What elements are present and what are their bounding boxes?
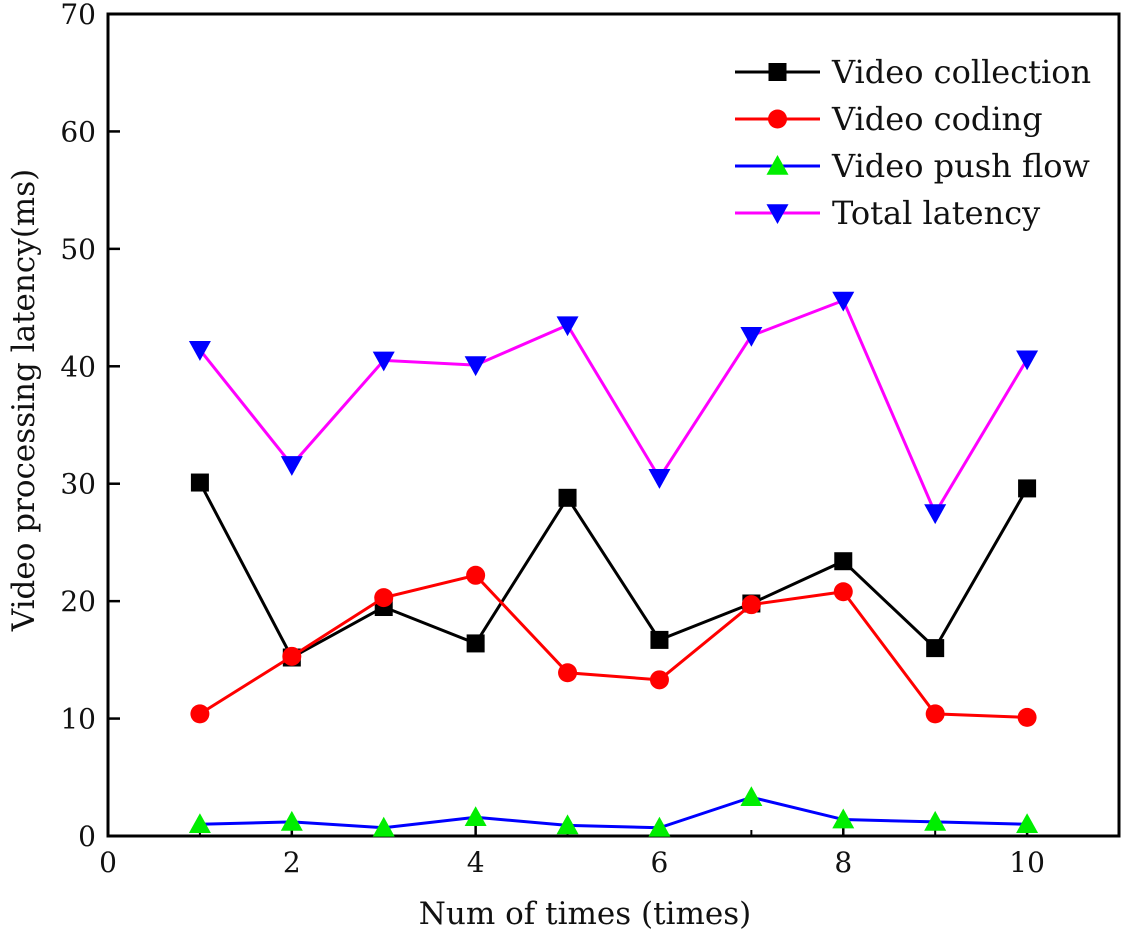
data-point: [1018, 479, 1037, 498]
data-point: [924, 504, 947, 525]
x-tick-label: 2: [283, 846, 301, 879]
data-point: [833, 582, 853, 602]
data-point: [464, 806, 487, 827]
series-layer: [188, 291, 1039, 837]
y-tick-label: 60: [60, 115, 96, 148]
legend-marker: [768, 63, 787, 81]
legend-label: Total latency: [832, 194, 1040, 232]
y-axis-ticks: 0 10 20 30 40 50 60 70: [60, 0, 120, 853]
data-point: [1017, 707, 1037, 727]
data-point: [740, 326, 763, 347]
data-point: [188, 341, 211, 361]
series-line: [199, 795, 1028, 830]
legend-item: Total latency: [735, 194, 1040, 232]
data-point: [280, 456, 303, 476]
y-tick-label: 0: [78, 820, 96, 853]
y-tick-label: 40: [60, 350, 96, 383]
legend-marker: [766, 204, 789, 224]
series-video-push-flow: [188, 786, 1039, 837]
data-point: [188, 813, 211, 834]
data-point: [649, 670, 669, 690]
series-video-coding: [190, 565, 1037, 727]
data-point: [556, 814, 579, 835]
series-total-latency: [188, 291, 1039, 525]
legend-item: Video push flow: [735, 147, 1090, 185]
legend-item: Video coding: [735, 100, 1043, 138]
data-point: [190, 704, 210, 724]
data-point: [558, 488, 577, 507]
data-point: [648, 816, 671, 837]
data-point: [372, 816, 395, 837]
data-point: [741, 595, 761, 615]
data-point: [832, 291, 855, 312]
data-point: [280, 810, 303, 831]
series-line: [198, 481, 1029, 660]
series-line: [198, 298, 1029, 517]
legend-label: Video coding: [831, 100, 1043, 138]
series-line: [199, 573, 1028, 719]
data-point: [740, 786, 763, 807]
data-point: [834, 552, 853, 571]
x-tick-label: 0: [99, 846, 117, 879]
legend-label: Video push flow: [831, 147, 1090, 185]
x-tick-label: 4: [467, 846, 485, 879]
x-tick-label: 8: [834, 846, 852, 879]
data-point: [1016, 813, 1039, 834]
data-point: [1016, 350, 1039, 371]
data-point: [924, 810, 947, 831]
x-tick-label: 6: [651, 846, 669, 879]
y-tick-label: 10: [60, 703, 96, 736]
x-tick-label: 10: [1009, 846, 1045, 879]
data-point: [466, 565, 486, 585]
y-tick-label: 30: [60, 468, 96, 501]
data-point: [372, 351, 395, 372]
data-point: [374, 588, 394, 608]
y-tick-label: 70: [60, 0, 96, 31]
plot-frame: [106, 12, 1121, 838]
data-point: [282, 646, 302, 666]
data-point: [648, 469, 671, 489]
data-point: [556, 316, 579, 337]
data-point: [926, 639, 945, 658]
data-point: [650, 630, 669, 649]
x-axis-title: Num of times (times): [419, 896, 751, 932]
legend: Video collection Video coding Video push f…: [735, 53, 1091, 232]
y-tick-label: 20: [60, 585, 96, 618]
data-point: [466, 634, 485, 653]
data-point: [190, 473, 209, 492]
data-point: [558, 663, 578, 683]
legend-marker: [766, 155, 789, 175]
data-point: [464, 356, 487, 377]
y-tick-label: 50: [60, 233, 96, 266]
legend-label: Video collection: [831, 53, 1091, 91]
series-video-collection: [190, 473, 1037, 667]
legend-item: Video collection: [735, 53, 1091, 91]
data-point: [832, 808, 855, 829]
data-point: [925, 704, 945, 724]
legend-marker: [768, 109, 787, 129]
y-axis-title: Video processing latency(ms): [6, 169, 42, 632]
